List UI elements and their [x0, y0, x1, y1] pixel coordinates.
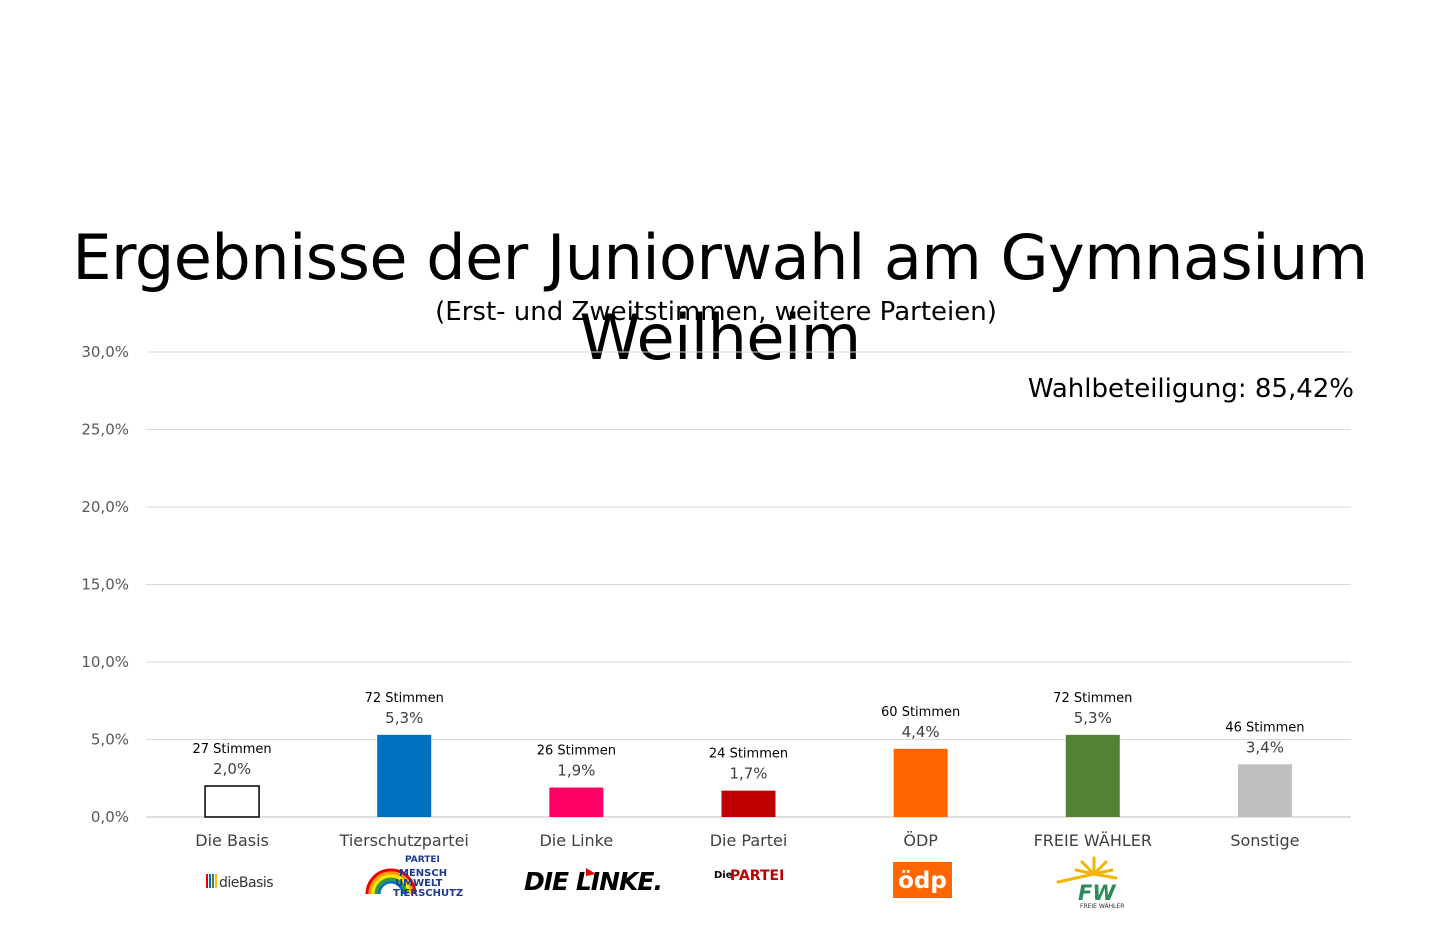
chart-subtitle: (Erst- und Zweitstimmen, weitere Parteie…: [435, 297, 997, 327]
freie-waehler-logo: FW FREIE WÄHLER: [1056, 856, 1124, 910]
value-label: 1,9%: [557, 762, 595, 780]
bar: [1237, 764, 1292, 817]
die-basis-logo: dieBasis: [206, 874, 274, 891]
die-partei-logo-partei: PARTEI: [730, 868, 784, 884]
freie-waehler-logo-fw: FW: [1078, 881, 1116, 905]
tierschutz-logo-line3: UMWELT: [395, 878, 443, 889]
y-tick-label: 20,0%: [81, 498, 129, 516]
bar: [549, 787, 604, 817]
value-label: 4,4%: [902, 723, 940, 741]
die-partei-logo-die: Die: [714, 870, 733, 881]
x-tick-label: Sonstige: [1230, 831, 1299, 850]
data-labels: 2,0% 27 Stimmen 5,3% 72 Stimmen 1,9% 26 Stimm…: [192, 691, 1304, 783]
die-linke-logo-text: DIE LINKE.: [524, 867, 662, 896]
x-tick-label: Die Linke: [539, 831, 613, 850]
x-axis: Die Basis Tierschutzpartei Die Linke Die Pa…: [195, 831, 1299, 850]
vote-count-label: 27 Stimmen: [192, 742, 271, 757]
turnout-label: Wahlbeteiligung: 85,42%: [1027, 374, 1354, 404]
y-axis: 0,0% 5,0% 10,0% 15,0% 20,0% 25,0% 30,0%: [81, 343, 129, 826]
tierschutzpartei-logo: PARTEI MENSCH UMWELT TIERSCHUTZ: [365, 855, 463, 899]
die-partei-logo: Die PARTEI: [714, 868, 784, 884]
freie-waehler-logo-text: FREIE WÄHLER: [1080, 903, 1124, 910]
vote-count-label: 46 Stimmen: [1225, 720, 1304, 735]
tierschutz-logo-line1: PARTEI: [405, 855, 440, 865]
vote-count-label: 24 Stimmen: [709, 747, 788, 762]
y-tick-label: 15,0%: [81, 576, 129, 594]
vote-count-label: 60 Stimmen: [881, 705, 960, 720]
bar: [204, 785, 260, 818]
y-tick-label: 25,0%: [81, 421, 129, 439]
value-label: 5,3%: [385, 709, 423, 727]
value-label: 1,7%: [729, 765, 767, 783]
bar: [377, 734, 432, 817]
oedp-logo: ödp: [893, 862, 952, 898]
x-tick-label: Die Partei: [710, 831, 788, 850]
bars: [204, 734, 1292, 818]
x-tick-label: Die Basis: [195, 831, 269, 850]
vote-count-label: 26 Stimmen: [537, 744, 616, 759]
bar: [1065, 734, 1120, 817]
party-logos: dieBasis PARTEI MENSCH UMWELT TIERSCHUTZ…: [206, 855, 1124, 910]
y-tick-label: 10,0%: [81, 653, 129, 671]
y-tick-label: 5,0%: [91, 731, 129, 749]
y-tick-label: 30,0%: [81, 343, 129, 361]
die-linke-logo: DIE LINKE.: [524, 867, 663, 896]
bar: [721, 790, 776, 817]
x-tick-label: FREIE WÄHLER: [1034, 831, 1152, 850]
x-tick-label: ÖDP: [903, 831, 938, 850]
value-label: 2,0%: [213, 760, 251, 778]
value-label: 5,3%: [1074, 709, 1112, 727]
y-tick-label: 0,0%: [91, 808, 129, 826]
tierschutz-logo-line4: TIERSCHUTZ: [393, 888, 463, 899]
bar: [893, 748, 948, 817]
vote-count-label: 72 Stimmen: [1053, 691, 1132, 706]
value-label: 3,4%: [1246, 738, 1284, 756]
oedp-logo-text: ödp: [898, 868, 947, 894]
vote-count-label: 72 Stimmen: [365, 691, 444, 706]
x-tick-label: Tierschutzpartei: [339, 831, 469, 850]
tierschutz-logo-line2: MENSCH: [399, 868, 447, 879]
die-basis-logo-text: dieBasis: [219, 875, 273, 891]
chart-title: Ergebnisse der Juniorwahl am Gymnasium W…: [72, 221, 1368, 374]
